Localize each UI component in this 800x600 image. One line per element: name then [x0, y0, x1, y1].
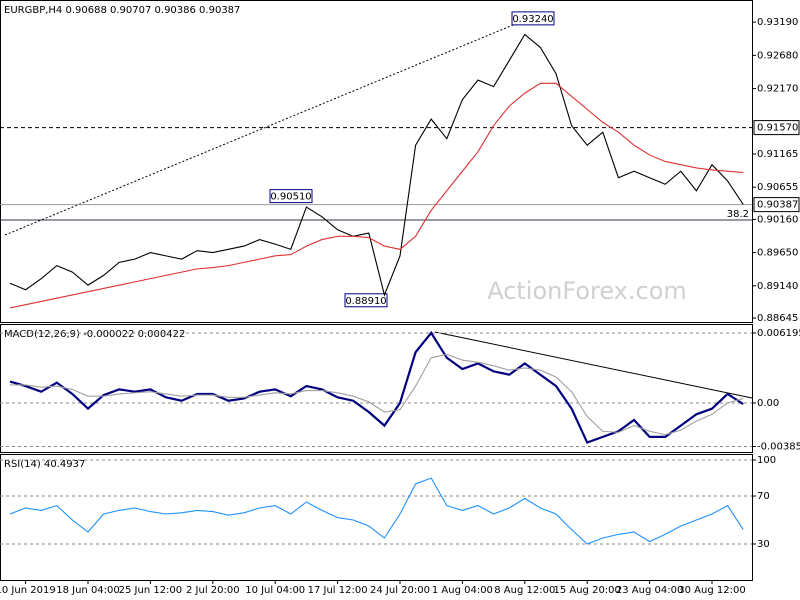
macd-trend-line [434, 331, 753, 399]
series-line [9, 33, 744, 297]
y-tick-label: 0.93190 [757, 17, 798, 28]
series-line [9, 82, 744, 309]
price-panel [0, 0, 753, 323]
level-label-box [753, 197, 800, 213]
x-tick-label: 17 Jul 12:00 [308, 585, 368, 596]
macd-panel [0, 324, 753, 453]
fib-label: 38.2 [727, 209, 749, 220]
panel-title: EURGBP,H4 0.90688 0.90707 0.90386 0.9038… [4, 5, 240, 16]
annotation-label: 0.93240 [512, 14, 553, 25]
x-tick-label: 18 Jun 04:00 [56, 585, 120, 596]
watermark: ActionForex.com [487, 277, 687, 305]
y-tick-label: 0.91165 [757, 149, 798, 160]
x-tick-label: 15 Aug 20:00 [553, 585, 620, 596]
y-tick-label: 0.00 [757, 398, 779, 409]
x-tick-label: 23 Aug 04:00 [616, 585, 683, 596]
y-tick-label: -0.003851 [757, 442, 800, 453]
trend-line [4, 17, 531, 236]
panel-title: MACD(12,26,9) -0.000022 0.000422 [4, 329, 185, 340]
series-line [9, 331, 744, 444]
y-tick-label: 100 [757, 455, 776, 466]
x-tick-label: 10 Jun 2019 [0, 585, 56, 596]
y-tick-label: 0.88645 [757, 313, 798, 324]
annotation-box [511, 11, 555, 26]
x-tick-label: 30 Aug 12:00 [678, 585, 745, 596]
y-tick-label: 0.90655 [757, 182, 798, 193]
annotation-label: 0.88910 [345, 296, 386, 307]
level-label-box [753, 120, 800, 136]
x-tick-label: 8 Aug 12:00 [494, 585, 555, 596]
y-tick-label: 0.89140 [757, 281, 798, 292]
y-tick-label: 0.89650 [757, 248, 798, 259]
x-tick-label: 2 Jul 20:00 [186, 585, 240, 596]
series-line [10, 353, 744, 436]
annotation-box [269, 189, 313, 204]
x-tick-label: 25 Jun 12:00 [119, 585, 183, 596]
y-tick-label: 70 [757, 491, 770, 502]
y-tick-label: 0.92170 [757, 84, 798, 95]
x-tick-label: 1 Aug 04:00 [432, 585, 493, 596]
y-tick-label: 0.92680 [757, 50, 798, 61]
level-label: 0.91570 [757, 123, 798, 134]
level-label: 0.90387 [757, 200, 798, 211]
series-line [9, 477, 744, 545]
y-tick-label: 0.006195 [757, 328, 800, 339]
annotation-label: 0.90510 [270, 192, 311, 203]
x-tick-label: 24 Jul 20:00 [370, 585, 430, 596]
annotation-box [344, 293, 388, 308]
y-tick-label: 0.90160 [757, 214, 798, 225]
panel-title: RSI(14) 40.4937 [4, 459, 85, 470]
y-tick-label: 30 [757, 539, 770, 550]
rsi-panel [0, 454, 753, 581]
x-tick-label: 10 Jul 04:00 [245, 585, 305, 596]
